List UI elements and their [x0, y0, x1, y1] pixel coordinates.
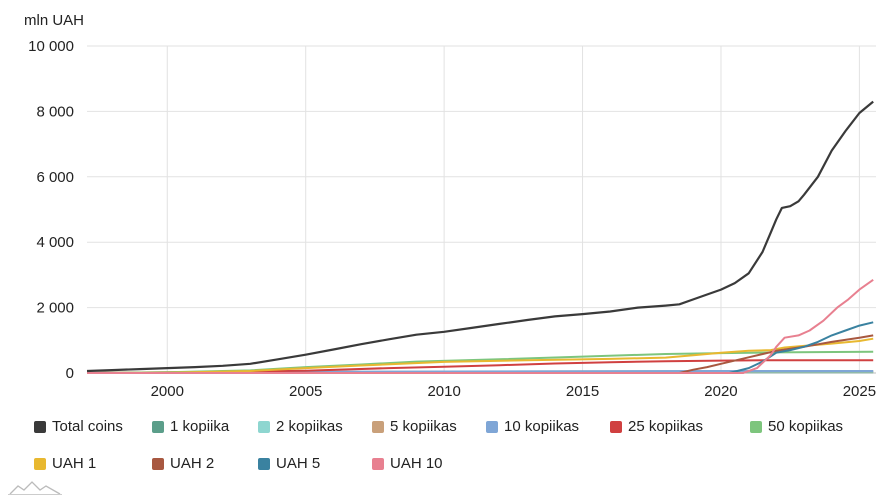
- legend-label: Total coins: [52, 418, 123, 435]
- legend-item[interactable]: UAH 10: [372, 455, 443, 472]
- legend-label: UAH 5: [276, 455, 321, 472]
- legend-item[interactable]: UAH 2: [152, 455, 214, 472]
- legend-item[interactable]: 25 kopiikas: [610, 418, 703, 435]
- legend-label: 5 kopiikas: [390, 418, 457, 435]
- axis-ticks: 0 2 000 4 000 6 000 8 000 10 000 2000 2005 2010 2…: [28, 38, 876, 400]
- legend-item[interactable]: 1 kopiika: [152, 418, 229, 435]
- legend-label: UAH 2: [170, 455, 215, 472]
- legend-swatch: [152, 457, 164, 470]
- legend-item[interactable]: 2 kopiikas: [258, 418, 343, 435]
- x-tick-label: 2010: [427, 383, 460, 400]
- x-tick-label: 2025: [843, 383, 876, 400]
- legend-swatch: [34, 420, 46, 433]
- y-tick-label: 0: [66, 365, 74, 382]
- y-tick-label: 4 000: [36, 234, 74, 251]
- y-tick-label: 2 000: [36, 300, 74, 317]
- legend-item[interactable]: UAH 1: [34, 455, 96, 472]
- legend-item[interactable]: UAH 5: [258, 455, 320, 472]
- legend-label: 25 kopiikas: [628, 418, 704, 435]
- grid-lines: [87, 45, 876, 374]
- legend-item[interactable]: 10 kopiikas: [486, 418, 579, 435]
- series-line: [87, 278, 874, 374]
- legend-item[interactable]: 5 kopiikas: [372, 418, 457, 435]
- legend-label: 50 kopiikas: [768, 418, 844, 435]
- legend-swatch: [258, 457, 270, 470]
- legend-item[interactable]: 50 kopiikas: [750, 418, 843, 435]
- y-tick-label: 6 000: [36, 169, 74, 186]
- legend-swatch: [750, 420, 762, 433]
- series-line: [87, 334, 874, 374]
- y-tick-label: 8 000: [36, 103, 74, 120]
- legend-label: 10 kopiikas: [504, 418, 580, 435]
- legend-swatch: [372, 420, 384, 433]
- legend-label: UAH 1: [52, 455, 97, 472]
- series-line: [86, 100, 874, 373]
- x-tick-label: 2005: [289, 383, 322, 400]
- x-tick-label: 2000: [151, 383, 184, 400]
- legend-swatch: [152, 420, 164, 433]
- legend-swatch: [486, 420, 498, 433]
- legend-swatch: [258, 420, 270, 433]
- x-tick-label: 2020: [704, 383, 737, 400]
- series-lines: [86, 100, 874, 374]
- series-line: [86, 359, 874, 374]
- legend-swatch: [372, 457, 384, 470]
- series-line: [87, 321, 874, 374]
- x-tick-label: 2015: [566, 383, 599, 400]
- legend-swatch: [34, 457, 46, 470]
- y-tick-label: 10 000: [28, 38, 74, 55]
- legend-label: 2 kopiikas: [276, 418, 343, 435]
- chart-logo-icon: [8, 481, 62, 495]
- legend-item[interactable]: Total coins: [34, 418, 123, 435]
- y-axis-label: mln UAH: [24, 12, 85, 29]
- legend-label: 1 kopiika: [170, 418, 230, 435]
- legend-swatch: [610, 420, 622, 433]
- legend-label: UAH 10: [390, 455, 443, 472]
